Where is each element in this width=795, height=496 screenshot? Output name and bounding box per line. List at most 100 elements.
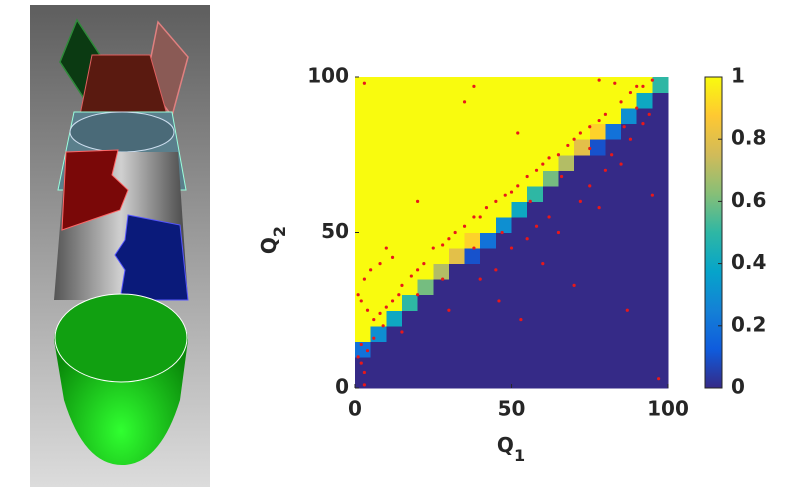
- heatmap-cell: [464, 279, 481, 296]
- heatmap-cell: [401, 310, 419, 327]
- heatmap-cell: [417, 294, 434, 311]
- scatter-point: [494, 199, 498, 203]
- heatmap-cell: [542, 108, 559, 125]
- heatmap-cell: [464, 325, 481, 342]
- scatter-point: [462, 224, 467, 228]
- scatter-point: [453, 230, 457, 235]
- heatmap-cell: [621, 325, 638, 342]
- heatmap-cell: [652, 139, 669, 156]
- heatmap-cell: [558, 92, 575, 109]
- heatmap-cell: [652, 248, 669, 265]
- scatter-point: [431, 246, 435, 250]
- heatmap-cell: [558, 310, 575, 327]
- heatmap-cell: [480, 341, 497, 358]
- heatmap-cell: [636, 279, 653, 296]
- heatmap-cell: [605, 341, 622, 358]
- heatmap-cell: [542, 139, 559, 156]
- scatter-point: [619, 100, 623, 104]
- heatmap-cell: [401, 248, 419, 265]
- heatmap-cell: [448, 123, 466, 140]
- heatmap-cell: [527, 294, 544, 311]
- heatmap-cell: [433, 341, 450, 358]
- heatmap-cell: [636, 201, 653, 218]
- heatmap-cell: [401, 123, 419, 140]
- heatmap-cell: [574, 185, 591, 202]
- heatmap-cell: [417, 92, 434, 109]
- heatmap-cell: [464, 232, 481, 249]
- heatmap-cell: [527, 232, 544, 249]
- heatmap-cell: [621, 201, 638, 218]
- heatmap-cell: [558, 279, 575, 296]
- heatmap-cell: [417, 108, 434, 125]
- heatmap-cell: [558, 201, 575, 218]
- heatmap-cell: [386, 232, 403, 249]
- heatmap-cell: [495, 310, 512, 327]
- heatmap-cell: [495, 263, 512, 280]
- heatmap-cell: [652, 325, 669, 342]
- heatmap-cell: [480, 170, 497, 187]
- heatmap-cell: [542, 77, 559, 94]
- heatmap-cell: [495, 325, 512, 342]
- heatmap-cell: [401, 77, 419, 94]
- scatter-point: [628, 137, 633, 141]
- y-axis-label: Q2: [257, 226, 289, 254]
- heatmap-cell: [480, 92, 497, 109]
- heatmap-cell: [417, 263, 434, 280]
- heatmap-cell: [386, 294, 403, 311]
- heatmap-cell: [636, 263, 653, 280]
- scatter-point: [597, 206, 601, 210]
- scatter-point: [447, 237, 451, 241]
- heatmap-cell: [527, 123, 544, 140]
- heatmap-cell: [589, 310, 606, 327]
- heatmap-cell: [589, 154, 606, 171]
- heatmap-cell: [652, 216, 669, 233]
- heatmap-cell: [386, 279, 403, 296]
- scatter-point: [378, 311, 382, 315]
- scatter-point: [362, 277, 366, 281]
- scatter-point: [378, 262, 382, 266]
- scatter-point: [441, 277, 445, 281]
- heatmap-cell: [495, 294, 512, 311]
- heatmap-cell: [542, 294, 559, 311]
- heatmap-cell: [652, 294, 669, 311]
- heatmap-cell: [511, 325, 528, 342]
- heatmap-cell: [370, 372, 387, 389]
- scatter-point: [369, 268, 373, 272]
- heatmap-cell: [386, 108, 403, 125]
- y-tick-label: 0: [335, 375, 349, 399]
- scatter-point: [416, 268, 420, 272]
- heatmap-cell: [542, 201, 559, 218]
- heatmap-cell: [464, 77, 481, 94]
- x-tick-label: 50: [498, 397, 526, 421]
- heatmap-cell: [636, 154, 653, 171]
- heatmap-cell: [621, 232, 638, 249]
- scatter-point: [447, 308, 451, 312]
- heatmap-cell: [495, 279, 512, 296]
- heatmap-cell: [370, 279, 387, 296]
- scatter-point: [547, 215, 551, 219]
- scatter-point: [503, 193, 507, 197]
- heatmap-cell: [511, 372, 528, 389]
- heatmap-cell: [370, 139, 387, 156]
- heatmap-cell: [511, 92, 528, 109]
- heatmap-cell: [355, 185, 372, 202]
- heatmap-cell: [605, 356, 622, 373]
- heatmap-cell: [636, 341, 653, 358]
- heatmap-cell: [480, 108, 497, 125]
- heatmap-cell: [621, 248, 638, 265]
- heatmap-cell: [558, 341, 575, 358]
- heatmap-cell: [480, 154, 497, 171]
- heatmap-cell: [417, 216, 434, 233]
- scatter-point: [400, 330, 404, 334]
- heatmap-cell: [480, 139, 497, 156]
- heatmap-cell: [401, 372, 419, 389]
- heatmap-cell: [511, 77, 528, 94]
- heatmap-cell: [621, 216, 638, 233]
- heatmap-cell: [542, 279, 559, 296]
- heatmap-cell: [605, 216, 622, 233]
- heatmap-cell: [589, 108, 606, 125]
- heatmap-cell: [574, 263, 591, 280]
- heatmap-cell: [636, 108, 653, 125]
- heatmap-cell: [527, 154, 544, 171]
- heatmap-cell: [495, 341, 512, 358]
